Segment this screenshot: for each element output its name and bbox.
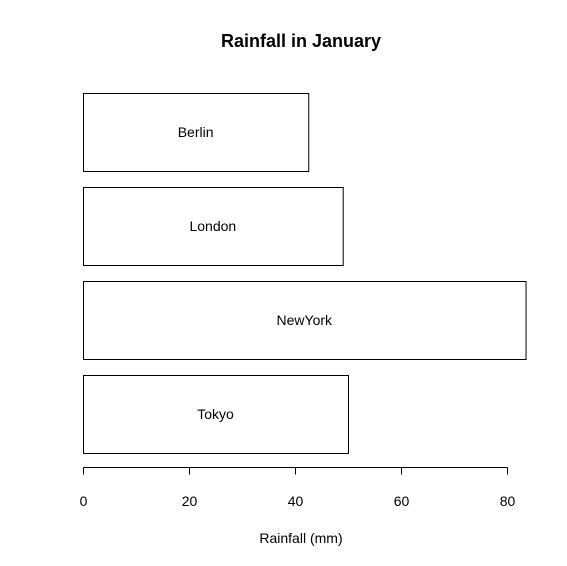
- x-tick-label: 40: [288, 493, 304, 509]
- bar-london: London: [83, 187, 344, 266]
- x-tick-label: 80: [500, 493, 516, 509]
- bar-newyork: NewYork: [83, 281, 527, 360]
- bar-label: London: [189, 218, 236, 234]
- bar-rect: [83, 281, 527, 360]
- bar-berlin: Berlin: [83, 93, 310, 172]
- x-axis-title: Rainfall (mm): [259, 530, 342, 546]
- bars-group: Berlin London NewYork Tokyo: [83, 93, 527, 454]
- bar-rect: [83, 375, 349, 454]
- bar-rect: [83, 93, 310, 172]
- x-axis: 0 20 40 60 80: [80, 467, 516, 509]
- bar-label: NewYork: [277, 312, 334, 328]
- x-tick-label: 60: [394, 493, 410, 509]
- bar-label: Berlin: [178, 124, 214, 140]
- bar-label: Tokyo: [197, 406, 234, 422]
- bar-rect: [83, 187, 344, 266]
- x-tick-label: 20: [182, 493, 198, 509]
- bar-tokyo: Tokyo: [83, 375, 349, 454]
- x-tick-label: 0: [80, 493, 88, 509]
- chart-title: Rainfall in January: [221, 31, 381, 51]
